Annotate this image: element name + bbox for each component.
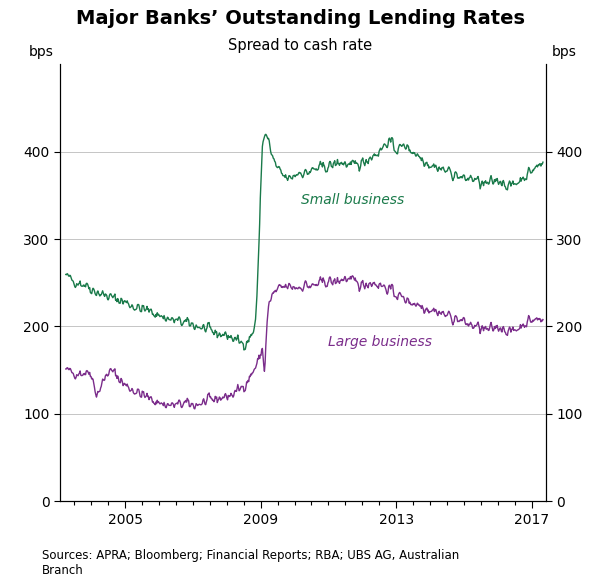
Text: Small business: Small business (301, 192, 404, 207)
Text: Spread to cash rate: Spread to cash rate (228, 38, 372, 53)
Text: Sources: APRA; Bloomberg; Financial Reports; RBA; UBS AG, Australian
Branch: Sources: APRA; Bloomberg; Financial Repo… (42, 549, 459, 577)
Text: Large business: Large business (328, 335, 433, 349)
Text: bps: bps (552, 45, 577, 59)
Text: Major Banks’ Outstanding Lending Rates: Major Banks’ Outstanding Lending Rates (76, 9, 524, 28)
Text: bps: bps (28, 45, 53, 59)
